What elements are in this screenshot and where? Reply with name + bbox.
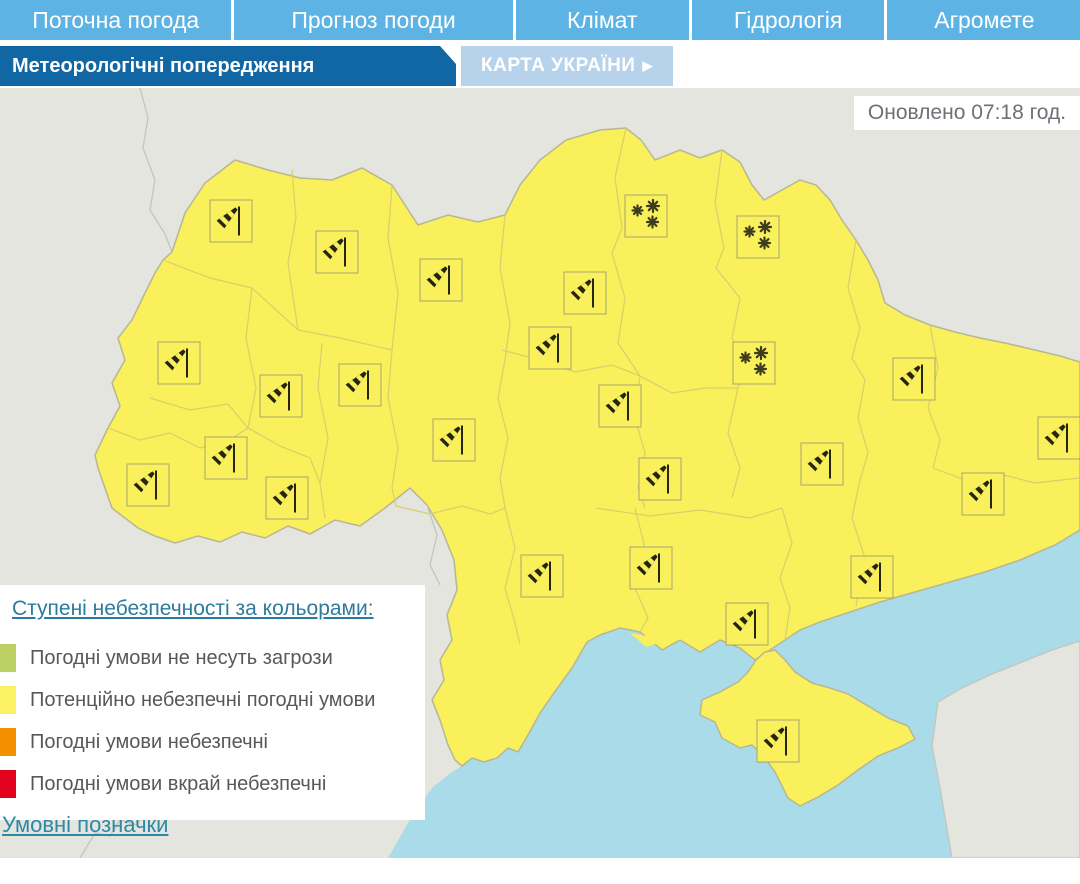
chevron-right-icon: ▶ <box>642 58 653 73</box>
windsock-icon <box>639 458 681 500</box>
windsock-icon <box>851 556 893 598</box>
windsock-icon <box>962 473 1004 515</box>
windsock-icon <box>266 477 308 519</box>
legend-items: Погодні умови не несуть загрози Потенцій… <box>0 637 425 805</box>
legend-row-no-threat: Погодні умови не несуть загрози <box>0 637 425 679</box>
tab-row: Метеорологічні попередження КАРТА УКРАЇН… <box>0 40 1080 88</box>
windsock-icon <box>339 364 381 406</box>
windsock-icon <box>599 385 641 427</box>
crimea-shape[interactable] <box>699 649 917 807</box>
danger-legend: Ступені небезпечності за кольорами: Пого… <box>0 585 425 820</box>
windsock-icon <box>521 555 563 597</box>
legend-row-potentially-dangerous: Потенційно небезпечні погодні умови <box>0 679 425 721</box>
warning-map-container: Оновлено 07:18 год. Ступені небезпечност… <box>0 87 1080 859</box>
windsock-icon <box>205 437 247 479</box>
nav-item-forecast[interactable]: Прогноз погоди <box>234 0 513 40</box>
windsock-icon <box>801 443 843 485</box>
tab-meteorological-warnings[interactable]: Метеорологічні попередження <box>0 46 456 86</box>
legend-label: Погодні умови не несуть загрози <box>30 646 333 669</box>
legend-row-extremely-dangerous: Погодні умови вкрай небезпечні <box>0 763 425 805</box>
nav-item-current-weather[interactable]: Поточна погода <box>0 0 232 40</box>
updated-timestamp: Оновлено 07:18 год. <box>854 96 1080 130</box>
nav-item-agromet[interactable]: Агромете <box>887 0 1080 40</box>
snowflake-icon <box>733 342 775 384</box>
taman-peninsula <box>931 640 1080 859</box>
country-borders <box>79 87 441 859</box>
windsock-icon <box>210 200 252 242</box>
legend-title: Ступені небезпечності за кольорами: <box>12 597 374 620</box>
footer-strip <box>0 858 1080 884</box>
yellow-level-swatch <box>0 686 16 714</box>
estuary-spit <box>672 628 690 641</box>
windsock-icon <box>893 358 935 400</box>
legend-label: Погодні умови небезпечні <box>30 730 268 753</box>
windsock-icon <box>564 272 606 314</box>
legend-label: Потенційно небезпечні погодні умови <box>30 688 376 711</box>
kinburn-spit <box>630 633 668 647</box>
snowflake-icon <box>737 216 779 258</box>
tab-map-label: КАРТА УКРАЇНИ <box>481 55 636 76</box>
windsock-icon <box>158 342 200 384</box>
map-symbols-link[interactable]: Умовні позначки <box>2 812 169 837</box>
windsock-icon <box>630 547 672 589</box>
windsock-icon <box>757 720 799 762</box>
windsock-icon <box>260 375 302 417</box>
windsock-icon <box>1038 417 1080 459</box>
windsock-icon <box>529 327 571 369</box>
windsock-icon <box>316 231 358 273</box>
top-navigation: Поточна погода Прогноз погоди Клімат Гід… <box>0 0 1080 40</box>
windsock-icon <box>127 464 169 506</box>
windsock-icon <box>420 259 462 301</box>
nav-item-climate[interactable]: Клімат <box>515 0 689 40</box>
orange-level-swatch <box>0 728 16 756</box>
snowflake-icon <box>625 195 667 237</box>
tab-map-of-ukraine[interactable]: КАРТА УКРАЇНИ ▶ <box>461 46 673 86</box>
legend-label: Погодні умови вкрай небезпечні <box>30 772 327 795</box>
windsock-icon <box>433 419 475 461</box>
green-level-swatch <box>0 644 16 672</box>
nav-item-hydrology[interactable]: Гідрологія <box>691 0 885 40</box>
ukraine-shape[interactable] <box>94 127 1080 767</box>
legend-row-dangerous: Погодні умови небезпечні <box>0 721 425 763</box>
windsock-icon <box>726 603 768 645</box>
red-level-swatch <box>0 770 16 798</box>
